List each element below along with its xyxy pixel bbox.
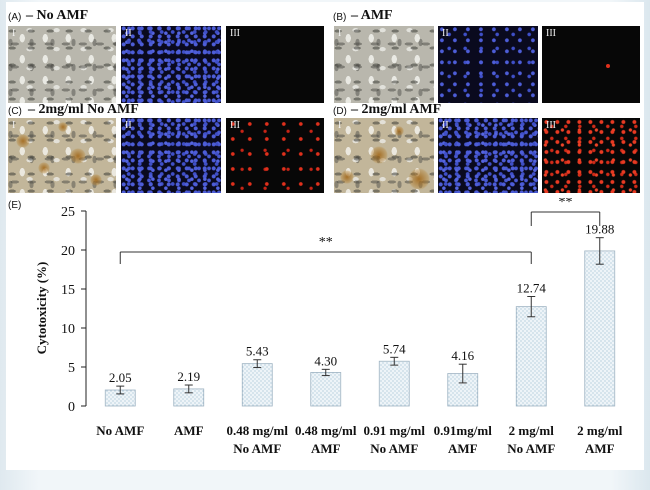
panel-c-tile-ii-label: II [125,120,132,131]
panel-d-tile-i-label: I [338,120,342,131]
panel-c-letter: (C) [8,106,22,117]
panel-a-tile-iii-label: III [230,28,240,39]
panel-a-tile-i-label: I [12,28,16,39]
data-label: 12.74 [517,280,547,295]
y-tick-label: 0 [68,400,75,415]
y-axis-label: Cytotoxicity (%) [34,262,49,355]
pi-positive-cell [606,64,610,68]
panel-d-title: – 2mg/ml AMF [351,102,442,117]
panel-d-tile-ii-label: II [442,120,449,131]
bar [241,363,273,407]
bar [515,306,547,407]
data-label: 2.05 [109,370,132,385]
y-tick-label: 20 [61,244,75,259]
x-tick-label: 2 mg/ml [577,423,623,438]
panel-a-brightfield-image: I [8,26,116,103]
x-tick-label: AMF [585,441,615,456]
panel-c-tile-iii-label: III [230,120,240,131]
x-tick-label: No AMF [233,441,281,456]
panel-e-letter: (E) [8,200,22,211]
panel-d-tile-iii-label: III [546,120,556,131]
x-tick-label: 2 mg/ml [509,423,555,438]
panel-a-letter: (A) [8,12,22,23]
panel-b-letter: (B) [333,12,347,23]
data-label: 2.19 [177,369,200,384]
panel-a-dapi-image: II [121,26,221,103]
bar [584,250,616,407]
bar [378,360,410,407]
panel-a-tile-ii-label: II [125,28,132,39]
x-tick-label: No AMF [370,441,418,456]
panel-a-pi-image: III [226,26,324,103]
x-tick-label: AMF [174,423,204,438]
data-label: 5.43 [246,344,269,359]
x-tick-label: AMF [311,441,341,456]
panel-c-tile-i-label: I [12,120,16,131]
panel-d-pi-image: III [542,118,640,193]
data-label: 5.74 [383,341,406,356]
panel-b-brightfield-image: I [334,26,434,103]
y-tick-label: 25 [61,205,75,220]
panel-c-dapi-image: II [121,118,221,193]
panel-c-title: – 2mg/ml No AMF [28,102,139,117]
y-tick-label: 15 [61,283,75,298]
panel-b-title: – AMF [351,8,393,23]
panel-d-dapi-image: II [438,118,538,193]
cytotoxicity-bar-chart: Cytotoxicity (%) 0 5 10 15 20 25 2.05 No AMF 2.1… [34,198,623,456]
x-tick-label: AMF [448,441,478,456]
panel-b-tile-iii-label: III [546,28,556,39]
x-tick-label: 0.48 mg/ml [227,423,289,438]
panel-b-dapi-image: II [438,26,538,103]
data-label: 19.88 [585,222,614,237]
panel-b-tile-ii-label: II [442,28,449,39]
y-tick-label: 10 [61,322,75,337]
data-label: 4.30 [314,353,337,368]
x-tick-label: 0.91mg/ml [434,423,493,438]
bar [310,372,342,407]
x-tick-label: 0.91 mg/ml [364,423,426,438]
panel-d-letter: (D) [333,106,347,117]
panel-b-tile-i-label: I [338,28,342,39]
x-tick-label: No AMF [96,423,144,438]
panel-d-brightfield-image: I [334,118,434,193]
panel-a-title: – No AMF [26,8,89,23]
significance-label: ** [319,235,333,250]
x-tick-label: 0.48 mg/ml [295,423,357,438]
panel-c-brightfield-image: I [8,118,116,193]
panel-c-pi-image: III [226,118,324,193]
panel-b-pi-image: III [542,26,640,103]
significance-label: ** [559,198,573,210]
y-tick-label: 5 [68,361,75,376]
figure: (A) – No AMF I II III (B) – AMF I II III… [6,2,644,470]
data-label: 4.16 [451,348,474,363]
x-tick-label: No AMF [507,441,555,456]
